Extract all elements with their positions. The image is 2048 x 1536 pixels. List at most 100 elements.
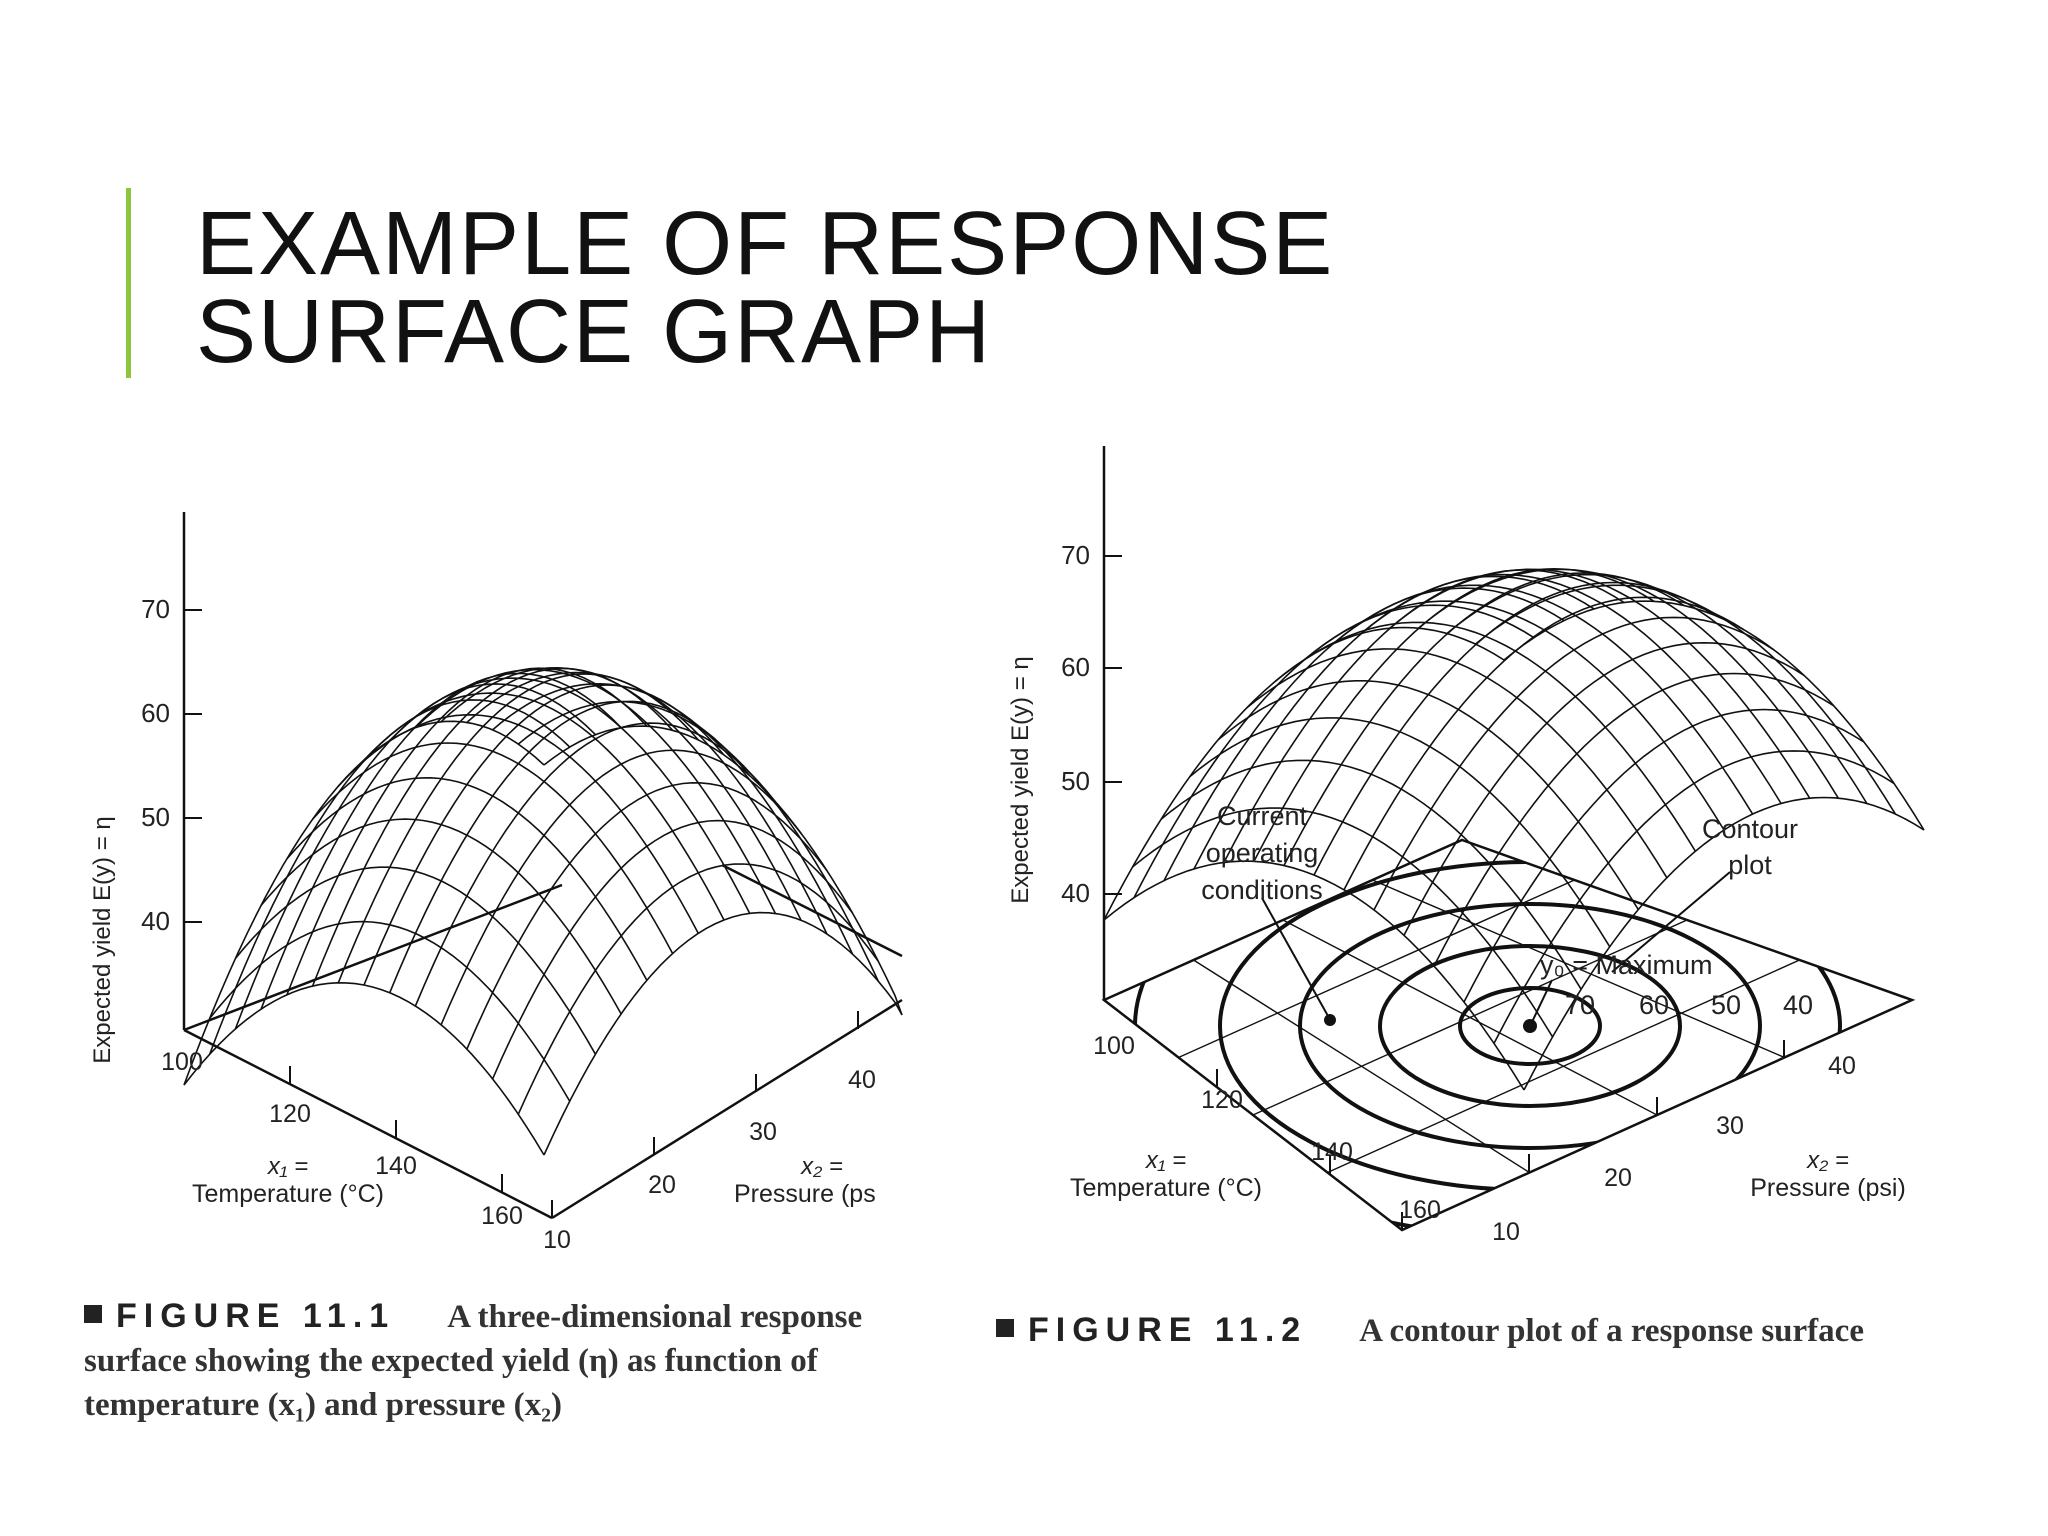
figure-1-caption-text: A three-dimensional response surface sho…	[84, 1299, 863, 1423]
fig1-x2tick-20: 20	[648, 1171, 676, 1199]
figure-2-caption-label: FIGURE 11.2	[1028, 1311, 1308, 1349]
fig2-x2-label: Pressure (psi)	[1750, 1174, 1906, 1202]
fig1-surface-mesh	[183, 666, 903, 1156]
fig2-x1tick-160: 160	[1399, 1196, 1441, 1224]
fig1-mesh-u-line	[414, 668, 777, 914]
fig1-x1tick-100: 100	[161, 1048, 203, 1076]
fig2-x1tick-100: 100	[1093, 1032, 1135, 1060]
fig2-mesh-u-line	[1389, 568, 1811, 799]
fig1-x1tick-140: 140	[375, 1152, 417, 1180]
fig1-mesh-v-line	[440, 749, 802, 1026]
fig2-mesh-u-line	[1303, 600, 1725, 831]
fig1-mesh-u-line	[492, 682, 854, 955]
figure-2-contour-plot: Expected yield E(y) = η 70 60 50 40 Curr…	[1007, 446, 1925, 1246]
fig2-mesh-u-line	[1360, 573, 1782, 804]
fig1-mesh-u-line	[260, 818, 622, 1015]
fig1-x2tick-40: 40	[848, 1066, 876, 1094]
fig2-contour-label-50: 50	[1711, 990, 1741, 1020]
fig2-ztick-70: 70	[1061, 540, 1090, 570]
fig1-mesh-v-line	[388, 700, 751, 994]
fig2-ztick-60: 60	[1061, 652, 1090, 682]
fig2-contour-label-40: 40	[1783, 990, 1813, 1020]
figure-1-caption-label: FIGURE 11.1	[116, 1297, 396, 1335]
title-accent-bar	[126, 188, 131, 378]
fig2-annotation-current-3: conditions	[1201, 875, 1323, 905]
fig2-ticks	[1103, 555, 1785, 1230]
fig2-contour-ring	[1378, 944, 1682, 1108]
fig1-x1-label: Temperature (°C)	[192, 1180, 384, 1208]
fig2-mesh-u-line	[1189, 717, 1611, 948]
fig2-contour-label-60: 60	[1639, 990, 1669, 1020]
fig1-x2-label-symbol: x₂ =	[800, 1153, 843, 1180]
fig1-ztick-50: 50	[141, 802, 170, 832]
fig2-x1tick-120: 120	[1201, 1086, 1243, 1114]
fig2-contour-pointer	[1611, 871, 1731, 973]
fig2-floor-grid-line	[1372, 879, 1785, 1059]
fig1-mesh-v-line	[183, 720, 545, 1086]
fig1-mesh-v-line	[414, 722, 777, 1007]
fig1-axes	[182, 512, 903, 1220]
fig1-mesh-u-line	[389, 677, 751, 914]
fig2-x2tick-40: 40	[1828, 1052, 1856, 1080]
fig1-mesh-v-line	[260, 672, 622, 1010]
fig1-mesh-v-line	[491, 819, 854, 1080]
fig2-mesh-v-line	[1433, 672, 1835, 967]
fig2-mesh-v-line	[1313, 581, 1715, 876]
fig2-ztick-50: 50	[1061, 766, 1090, 796]
fig1-ztick-60: 60	[141, 698, 170, 728]
fig1-mesh-u-line	[286, 776, 648, 981]
fig2-current-pointer	[1261, 897, 1329, 1017]
fig2-x1tick-140: 140	[1311, 1138, 1353, 1166]
fig1-ztick-40: 40	[141, 906, 170, 936]
fig2-maximum-pointer	[1531, 979, 1553, 1023]
caption-bullet-square	[996, 1319, 1014, 1337]
fig1-mesh-v-line	[517, 863, 879, 1115]
fig2-mesh-v-line	[1283, 572, 1685, 866]
figure-2-caption-text: A contour plot of a response surface	[1359, 1313, 1864, 1349]
fig2-surface-mesh	[1103, 567, 1925, 1091]
fig2-floor-grid-line	[1327, 959, 1800, 1174]
fig2-mesh-v-line	[1493, 750, 1895, 1044]
fig1-x1tick-160: 160	[481, 1202, 523, 1230]
fig2-mesh-u-line	[1503, 600, 1925, 831]
fig1-ticks	[183, 609, 859, 1218]
fig2-x2tick-20: 20	[1604, 1164, 1632, 1192]
fig2-x2tick-10: 10	[1492, 1218, 1520, 1246]
fig1-x2tick-10: 10	[543, 1226, 571, 1254]
fig2-maximum-marker	[1523, 1019, 1537, 1033]
fig2-annotation-contour-2: plot	[1728, 850, 1772, 880]
fig2-contour-ring	[1298, 902, 1762, 1150]
fig2-annotation-contour-1: Contour	[1702, 814, 1798, 844]
fig1-ztick-70: 70	[141, 594, 170, 624]
fig1-mesh-u-line	[543, 725, 903, 1016]
figure-1-caption: FIGURE 11.1 A three-dimensional response …	[84, 1294, 904, 1427]
fig2-current-conditions-marker	[1324, 1014, 1336, 1026]
fig2-x2tick-30: 30	[1716, 1112, 1744, 1140]
figure-2-caption: FIGURE 11.2 A contour plot of a response …	[996, 1308, 1956, 1353]
fig2-axes	[1101, 446, 1916, 1232]
fig2-x1-label: Temperature (°C)	[1070, 1174, 1262, 1202]
fig2-y-axis-label: Expected yield E(y) = η	[1007, 656, 1034, 903]
fig2-mesh-u-line	[1446, 573, 1868, 804]
fig2-contour-ring	[1458, 986, 1602, 1066]
fig1-x2-label: Pressure (ps	[734, 1180, 876, 1208]
fig1-mesh-u-line	[517, 700, 880, 982]
fig2-mesh-u-line	[1332, 584, 1754, 815]
fig2-mesh-u-line	[1417, 568, 1839, 799]
figure-1-response-surface: Expected yield E(y) = η 70 60 50 40 100 …	[89, 512, 903, 1254]
fig1-mesh-v-line	[543, 911, 903, 1156]
slide-title: EXAMPLE OF RESPONSE SURFACE GRAPH	[196, 194, 1335, 382]
fig2-mesh-v-line	[1373, 616, 1775, 911]
fig1-x1tick-120: 120	[269, 1100, 311, 1128]
fig1-x2tick-30: 30	[749, 1118, 777, 1146]
fig1-mesh-u-line	[234, 866, 597, 1055]
fig2-annotation-current-1: Current	[1217, 801, 1308, 831]
fig1-x1-label-symbol: x₁ =	[267, 1153, 308, 1180]
fig2-mesh-v-line	[1133, 604, 1535, 899]
fig2-x2-label-symbol: x₂ =	[1806, 1147, 1849, 1174]
fig2-ztick-40: 40	[1061, 878, 1090, 908]
fig2-annotation-maximum: y₀ = Maximum	[1540, 950, 1712, 980]
fig1-y-axis-label: Expected yield E(y) = η	[89, 816, 116, 1063]
fig2-mesh-v-line	[1463, 708, 1865, 1003]
fig2-x1-label-symbol: x₁ =	[1145, 1147, 1186, 1174]
